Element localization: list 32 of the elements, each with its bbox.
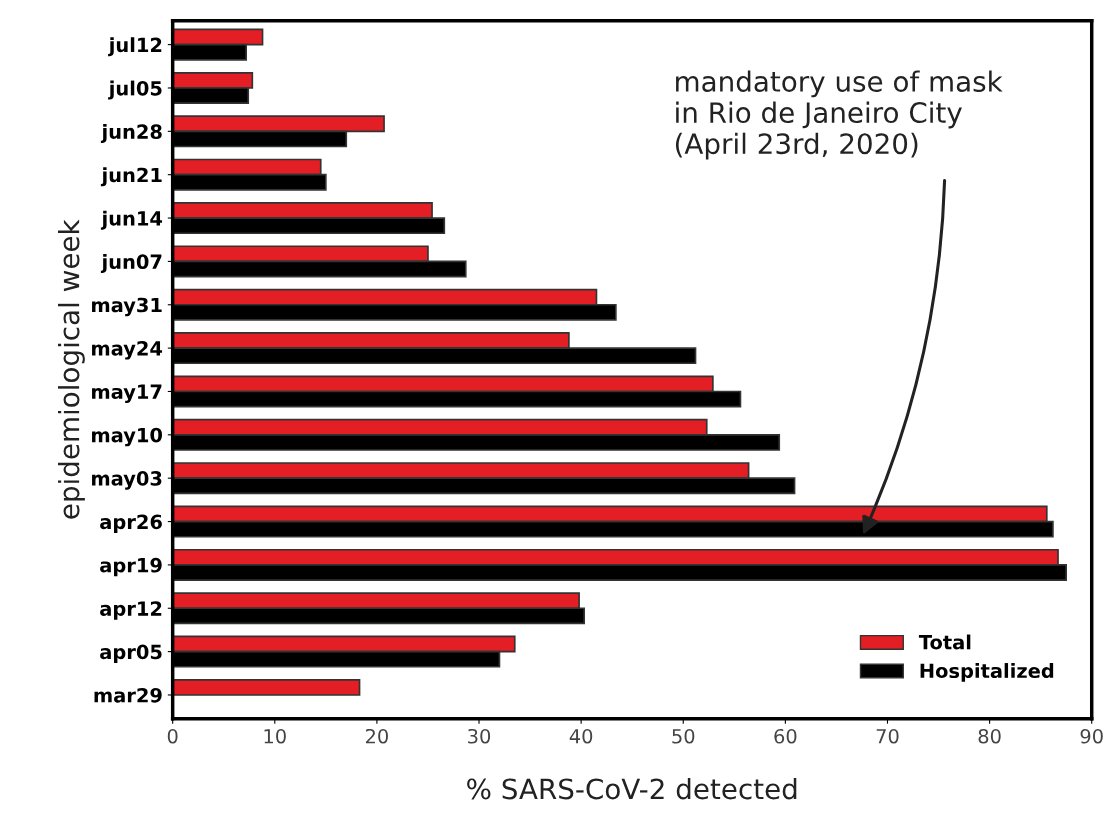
- y-tick-label: jun28: [100, 123, 162, 143]
- y-tick-label: may03: [92, 471, 162, 490]
- legend-label: Hospitalized: [920, 663, 1054, 682]
- legend-label: Total: [918, 634, 971, 650]
- y-axis-title: epidemiological week: [58, 219, 85, 519]
- x-tick-label: 60: [774, 728, 797, 744]
- y-tick-label: may17: [92, 384, 162, 403]
- y-tick-label: apr05: [100, 644, 162, 664]
- y-tick-label: apr19: [100, 557, 162, 577]
- y-tick-label: jul05: [108, 80, 162, 100]
- x-axis-title: % SARS-CoV-2 detected: [467, 777, 797, 800]
- x-tick-label: 90: [1080, 728, 1103, 744]
- x-tick-label: 10: [264, 728, 286, 744]
- y-tick-label: apr12: [100, 601, 162, 620]
- y-tick-label: jun14: [100, 210, 163, 230]
- x-tick-label: 20: [365, 728, 388, 744]
- x-tick-label: 50: [672, 728, 695, 744]
- x-tick-label: 30: [468, 728, 491, 744]
- y-tick-label: apr26: [100, 514, 162, 533]
- x-tick-label: 80: [978, 728, 1001, 744]
- y-tick-label: may10: [92, 427, 163, 447]
- y-tick-label: jun07: [100, 254, 162, 273]
- x-tick-label: 40: [569, 728, 593, 744]
- x-tick-label: 70: [876, 728, 899, 744]
- y-tick-label: jun21: [100, 167, 162, 187]
- y-tick-label: jul12: [108, 37, 162, 57]
- y-tick-label: may31: [92, 297, 162, 317]
- annotation: mandatory use of mask in Rio de Janeiro City (April 23rd, 2020): [675, 70, 1003, 160]
- x-tick-label: 0: [167, 728, 178, 744]
- y-tick-label: mar29: [94, 687, 162, 703]
- bar: [172, 678, 361, 696]
- y-tick-label: may24: [92, 341, 163, 360]
